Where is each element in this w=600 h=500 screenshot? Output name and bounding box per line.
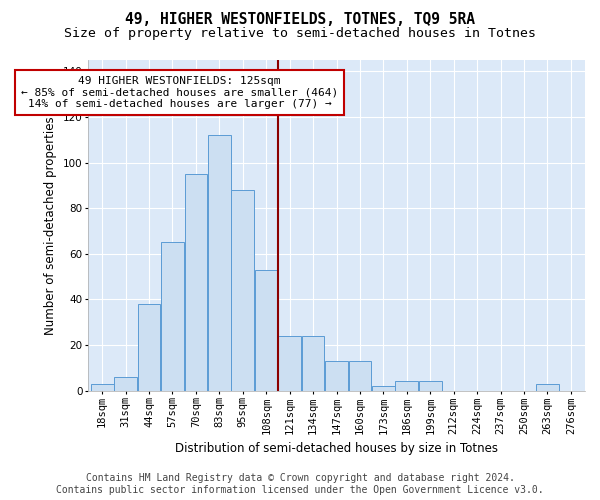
Bar [232,190,254,390]
Bar [395,382,418,390]
Bar [255,270,278,390]
Bar [114,377,137,390]
Bar [137,304,160,390]
Bar [208,135,231,390]
Bar [302,336,325,390]
Bar [349,361,371,390]
Text: 49, HIGHER WESTONFIELDS, TOTNES, TQ9 5RA: 49, HIGHER WESTONFIELDS, TOTNES, TQ9 5RA [125,12,475,28]
Y-axis label: Number of semi-detached properties: Number of semi-detached properties [44,116,57,334]
X-axis label: Distribution of semi-detached houses by size in Totnes: Distribution of semi-detached houses by … [175,442,498,455]
Bar [185,174,207,390]
Bar [372,386,395,390]
Text: Size of property relative to semi-detached houses in Totnes: Size of property relative to semi-detach… [64,28,536,40]
Text: Contains HM Land Registry data © Crown copyright and database right 2024.
Contai: Contains HM Land Registry data © Crown c… [56,474,544,495]
Bar [91,384,113,390]
Bar [278,336,301,390]
Text: 49 HIGHER WESTONFIELDS: 125sqm
← 85% of semi-detached houses are smaller (464)
1: 49 HIGHER WESTONFIELDS: 125sqm ← 85% of … [21,76,338,109]
Bar [161,242,184,390]
Bar [536,384,559,390]
Bar [419,382,442,390]
Bar [325,361,348,390]
